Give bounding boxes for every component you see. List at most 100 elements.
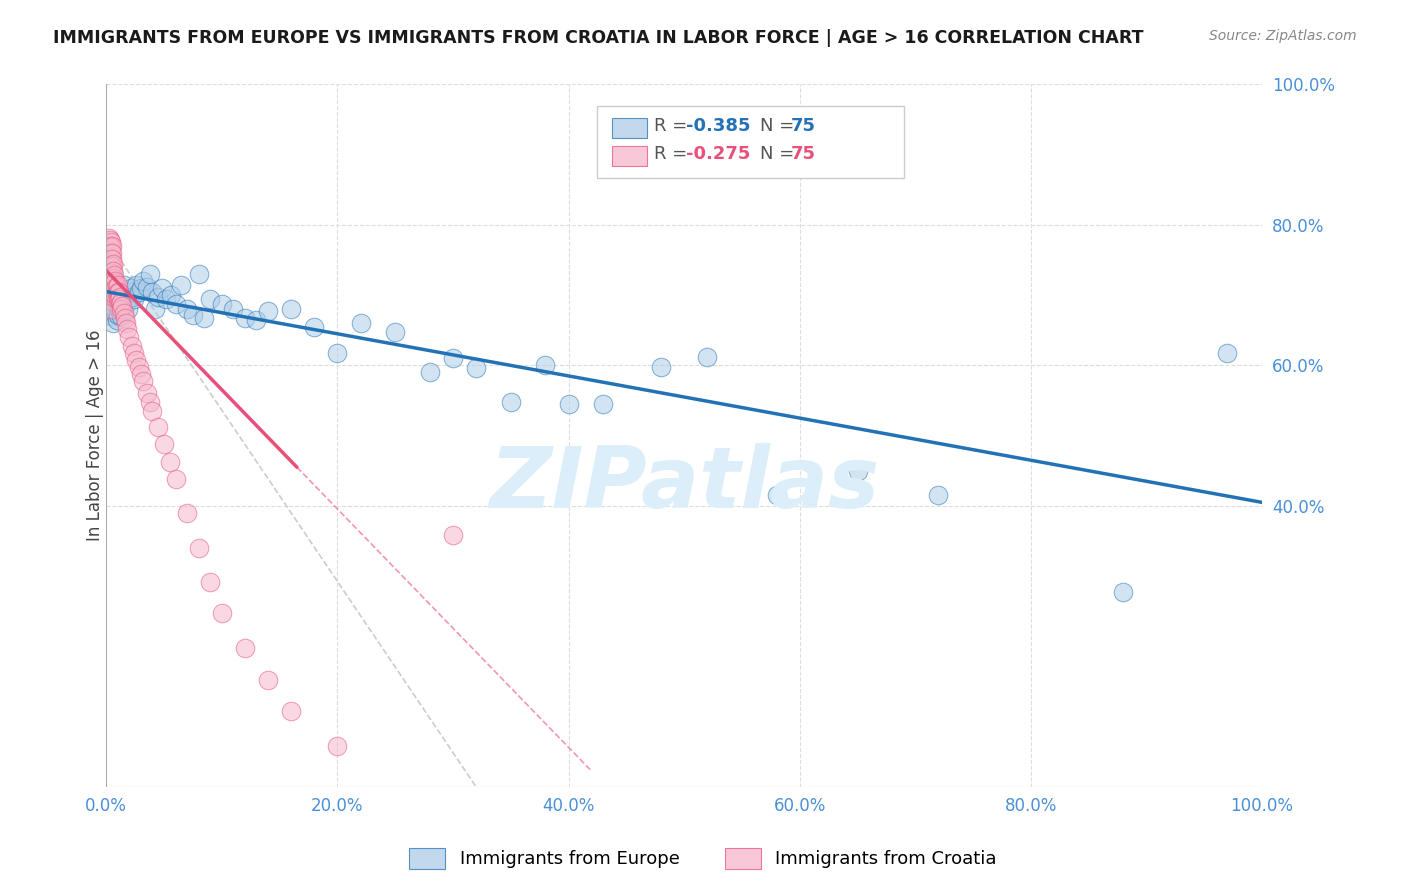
Point xyxy=(280,302,302,317)
Point xyxy=(108,288,131,302)
Point xyxy=(101,256,124,270)
Point xyxy=(103,289,125,303)
Point xyxy=(111,299,134,313)
Point xyxy=(103,283,125,297)
Text: IMMIGRANTS FROM EUROPE VS IMMIGRANTS FROM CROATIA IN LABOR FORCE | AGE > 16 CORR: IMMIGRANTS FROM EUROPE VS IMMIGRANTS FRO… xyxy=(53,29,1144,46)
Point xyxy=(110,302,132,317)
Point xyxy=(150,281,173,295)
Point xyxy=(107,299,129,313)
Text: -0.385: -0.385 xyxy=(686,117,751,135)
Point xyxy=(159,455,181,469)
Point xyxy=(97,230,120,244)
Point xyxy=(110,310,132,324)
FancyBboxPatch shape xyxy=(613,118,647,138)
Point xyxy=(97,250,120,264)
Point xyxy=(115,292,138,306)
Point xyxy=(128,285,150,299)
Point xyxy=(103,306,125,320)
Point xyxy=(233,310,256,325)
Text: R =: R = xyxy=(654,117,693,135)
Point xyxy=(326,345,349,359)
Point xyxy=(139,395,162,409)
Point xyxy=(101,279,124,293)
Point xyxy=(101,302,124,317)
Point xyxy=(132,274,155,288)
Point xyxy=(115,296,138,310)
Text: N =: N = xyxy=(761,117,800,135)
Point xyxy=(187,267,209,281)
Point xyxy=(98,244,121,259)
Point xyxy=(105,279,128,293)
Point xyxy=(125,352,148,367)
Point xyxy=(107,285,129,299)
Point xyxy=(129,367,152,381)
Point xyxy=(98,256,121,270)
Point xyxy=(233,640,256,655)
Text: Source: ZipAtlas.com: Source: ZipAtlas.com xyxy=(1209,29,1357,43)
Point xyxy=(111,289,134,303)
Text: ZIPatlas: ZIPatlas xyxy=(489,443,879,526)
Point xyxy=(100,240,122,254)
Point xyxy=(139,267,162,281)
Point xyxy=(143,302,166,317)
Point xyxy=(200,574,222,589)
Point xyxy=(155,292,177,306)
Point xyxy=(122,345,145,359)
Point xyxy=(108,295,131,310)
Point xyxy=(465,361,488,376)
Point xyxy=(108,292,131,306)
Point xyxy=(97,243,120,257)
Point xyxy=(165,296,187,310)
Point xyxy=(211,296,233,310)
Point xyxy=(114,310,136,325)
Point xyxy=(100,252,122,266)
Point xyxy=(98,233,121,247)
Point xyxy=(117,302,139,317)
Point xyxy=(101,246,124,260)
Point xyxy=(112,306,135,320)
Point xyxy=(650,359,672,374)
Point xyxy=(153,437,176,451)
Point xyxy=(101,292,124,306)
Y-axis label: In Labor Force | Age > 16: In Labor Force | Age > 16 xyxy=(86,330,104,541)
Point xyxy=(121,339,143,353)
Point xyxy=(121,289,143,303)
Point xyxy=(304,319,326,334)
Point xyxy=(245,312,267,326)
Point xyxy=(105,312,128,326)
Point xyxy=(107,292,129,306)
Point xyxy=(557,397,579,411)
Point xyxy=(107,277,129,292)
Point xyxy=(103,288,125,302)
Point xyxy=(104,281,127,295)
Point xyxy=(108,285,131,299)
Point xyxy=(141,404,163,418)
Point xyxy=(441,528,464,542)
Point xyxy=(101,277,124,292)
Point xyxy=(110,295,132,310)
Point xyxy=(148,289,170,303)
Point xyxy=(384,325,406,339)
Point xyxy=(135,279,157,293)
Point xyxy=(101,302,124,317)
FancyBboxPatch shape xyxy=(613,146,647,166)
Text: R =: R = xyxy=(654,145,693,163)
Point xyxy=(104,302,127,317)
Point xyxy=(101,286,124,301)
Point xyxy=(441,351,464,366)
Point xyxy=(107,308,129,322)
Point xyxy=(129,281,152,295)
Point xyxy=(101,293,124,308)
Point xyxy=(257,673,280,687)
Text: -0.275: -0.275 xyxy=(686,145,751,163)
Point xyxy=(927,488,949,502)
Legend: Immigrants from Europe, Immigrants from Croatia: Immigrants from Europe, Immigrants from … xyxy=(402,840,1004,876)
Point xyxy=(115,316,138,330)
Point xyxy=(165,472,187,486)
Point xyxy=(105,286,128,301)
Point xyxy=(101,270,124,285)
Point xyxy=(141,285,163,299)
Point xyxy=(135,386,157,401)
Point xyxy=(101,266,124,280)
Point xyxy=(1216,345,1239,359)
